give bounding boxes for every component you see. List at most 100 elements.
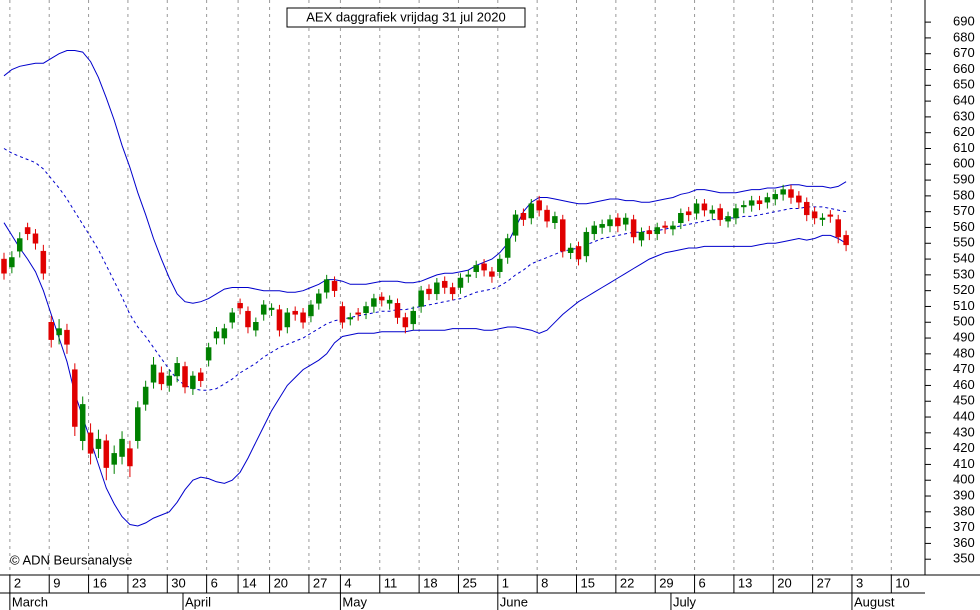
y-tick-label: 680 — [953, 29, 975, 44]
y-tick-label: 370 — [953, 519, 975, 534]
candle-body — [331, 280, 338, 291]
candle-body — [646, 230, 653, 235]
x-tick-label: 6 — [699, 575, 706, 590]
candle-body — [347, 317, 354, 320]
x-tick-label: 23 — [132, 575, 146, 590]
candle-body — [796, 195, 802, 203]
x-tick-label: 27 — [817, 575, 831, 590]
candle-body — [190, 375, 196, 389]
candle-body — [426, 288, 432, 295]
candle-body — [449, 287, 456, 295]
month-label: April — [185, 594, 211, 609]
candle-body — [363, 306, 369, 314]
y-tick-label: 460 — [953, 377, 975, 392]
candle-body — [174, 363, 180, 377]
candle-body — [811, 211, 818, 219]
candle-body — [182, 366, 188, 388]
y-tick-label: 650 — [953, 77, 975, 92]
x-tick-label: 2 — [14, 575, 21, 590]
candle-body — [142, 386, 149, 405]
candle-body — [379, 296, 385, 301]
candle-body — [607, 219, 613, 227]
month-label: May — [342, 594, 367, 609]
candle-body — [481, 263, 487, 271]
candle-body — [457, 277, 464, 288]
y-tick-label: 490 — [953, 329, 975, 344]
candle-body — [441, 280, 448, 288]
candle-body — [316, 293, 322, 304]
y-tick-label: 630 — [953, 108, 975, 123]
month-label: March — [12, 594, 48, 609]
candle-body — [300, 312, 306, 323]
y-tick-label: 550 — [953, 235, 975, 250]
y-tick-label: 410 — [953, 456, 975, 471]
candle-body — [418, 290, 424, 307]
x-tick-label: 6 — [211, 575, 218, 590]
candle-body — [654, 227, 660, 235]
y-tick-label: 660 — [953, 61, 975, 76]
candle-body — [622, 217, 629, 225]
candle-body — [504, 238, 511, 258]
candle-body — [268, 307, 275, 310]
candle-body — [489, 271, 495, 277]
candle-body — [678, 213, 684, 223]
y-tick-label: 560 — [953, 219, 975, 234]
candle-body — [591, 225, 597, 235]
band-line — [3, 50, 847, 304]
candle-body — [803, 201, 810, 216]
y-tick-label: 350 — [953, 551, 975, 566]
candle-body — [386, 299, 393, 304]
candle-body — [48, 322, 54, 340]
candle-body — [198, 372, 204, 381]
candle-body — [253, 322, 259, 331]
band-line — [3, 222, 847, 527]
candle-body — [64, 329, 70, 345]
candle-body — [434, 282, 440, 295]
y-tick-label: 430 — [953, 424, 975, 439]
candle-body — [127, 448, 133, 467]
candle-body — [355, 312, 361, 315]
candle-body — [685, 211, 692, 216]
candle-body — [772, 194, 779, 200]
candle-body — [308, 304, 314, 317]
candle-body — [16, 238, 23, 252]
candle-body — [245, 310, 251, 328]
candle-body — [575, 246, 582, 260]
candle-body — [843, 235, 849, 246]
x-tick-label: 18 — [423, 575, 437, 590]
candle-body — [835, 219, 841, 238]
y-tick-label: 440 — [953, 408, 975, 423]
candle-body — [260, 304, 267, 315]
x-tick-label: 10 — [895, 575, 909, 590]
y-tick-label: 600 — [953, 156, 975, 171]
x-tick-label: 27 — [313, 575, 327, 590]
candle-body — [158, 372, 165, 385]
y-tick-label: 400 — [953, 472, 975, 487]
candle-body — [512, 214, 519, 236]
candle-body — [87, 432, 94, 454]
x-tick-label: 9 — [53, 575, 60, 590]
source: © ADN Beursanalyse — [10, 552, 132, 567]
y-tick-label: 420 — [953, 440, 975, 455]
x-tick-label: 30 — [171, 575, 185, 590]
candle-body — [733, 208, 739, 219]
x-tick-label: 15 — [581, 575, 595, 590]
candle-body — [40, 250, 47, 274]
candle-body — [819, 217, 826, 220]
candle-body — [497, 258, 503, 272]
candle-body — [237, 303, 243, 309]
month-label: June — [500, 594, 528, 609]
candle-body — [276, 309, 283, 331]
x-tick-label: 20 — [274, 575, 288, 590]
candle-body — [119, 438, 125, 457]
y-tick-label: 470 — [953, 361, 975, 376]
candle-body — [748, 200, 755, 206]
x-tick-label: 4 — [344, 575, 351, 590]
y-tick-label: 640 — [953, 93, 975, 108]
band-line — [3, 148, 847, 391]
candle-body — [229, 312, 235, 323]
y-tick-label: 670 — [953, 45, 975, 60]
y-tick-label: 360 — [953, 535, 975, 550]
